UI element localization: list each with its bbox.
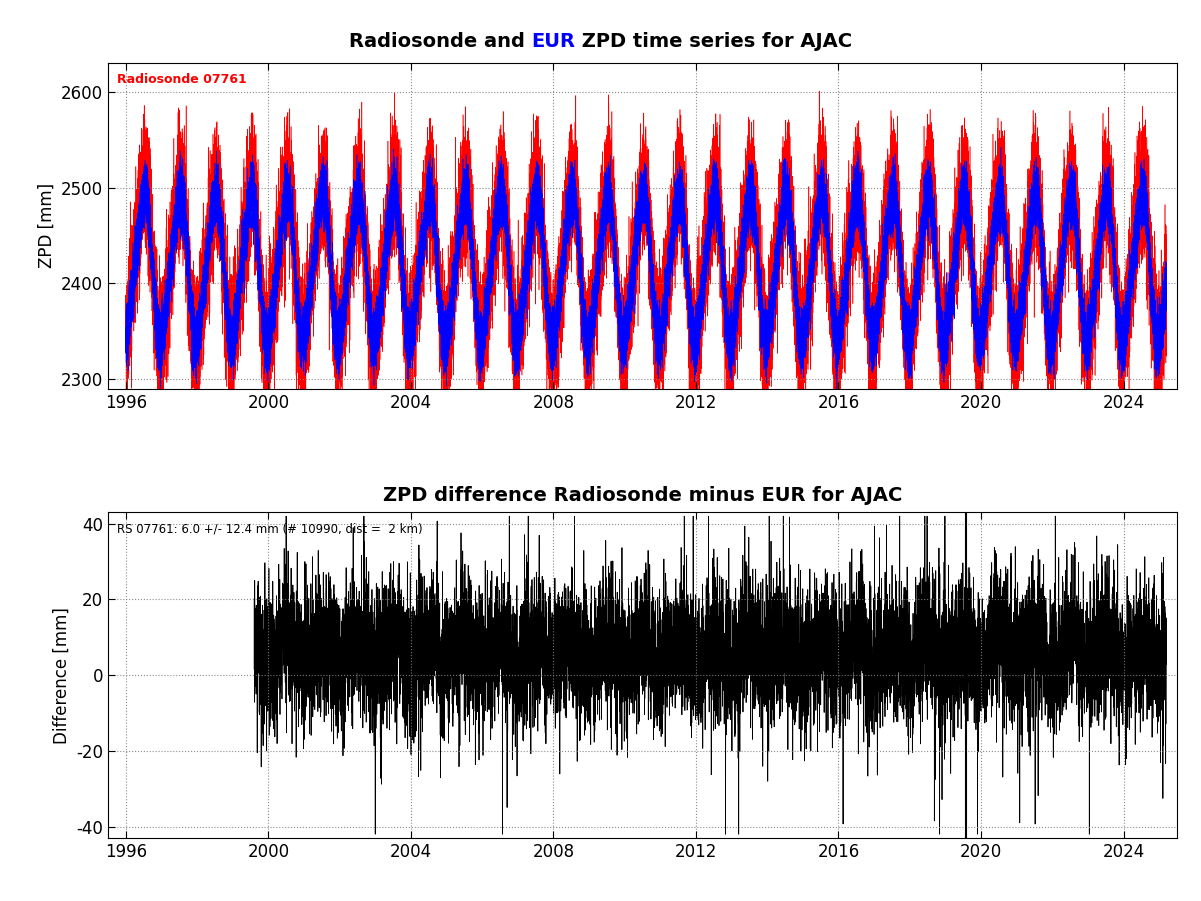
Text: RS 07761: 6.0 +/- 12.4 mm (# 10990, dist =  2 km): RS 07761: 6.0 +/- 12.4 mm (# 10990, dist… (116, 522, 423, 535)
Y-axis label: ZPD [mm]: ZPD [mm] (37, 183, 55, 268)
Title: ZPD difference Radiosonde minus EUR for AJAC: ZPD difference Radiosonde minus EUR for … (383, 487, 902, 505)
Text: Radiosonde and: Radiosonde and (348, 32, 531, 50)
Text: ZPD time series for AJAC: ZPD time series for AJAC (575, 32, 853, 50)
Text: EUR: EUR (531, 32, 575, 50)
Text: Radiosonde 07761: Radiosonde 07761 (116, 73, 246, 86)
Y-axis label: Difference [mm]: Difference [mm] (53, 606, 71, 743)
